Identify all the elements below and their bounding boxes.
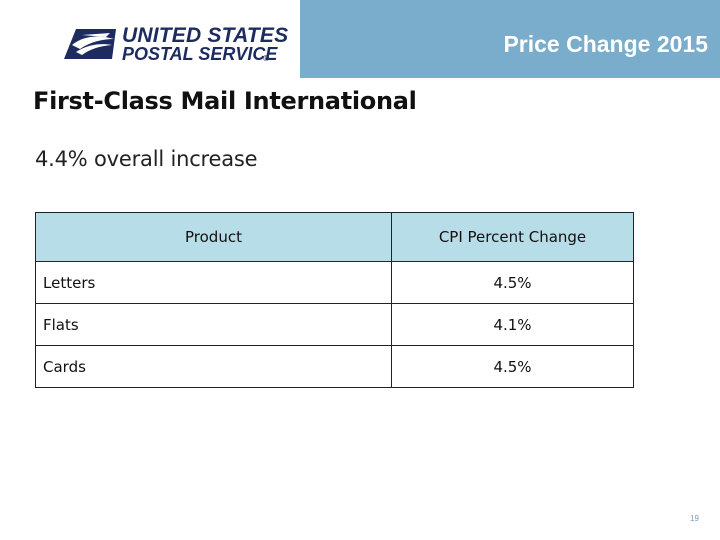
header-title: Price Change 2015	[503, 31, 708, 57]
slide-subtitle: 4.4% overall increase	[35, 147, 258, 171]
page-number: 19	[690, 514, 699, 523]
table-row: Cards 4.5%	[35, 345, 634, 388]
header-bar: UNITED STATES POSTAL SERVICE ® Price Cha…	[0, 0, 720, 78]
slide-title: First-Class Mail International	[33, 87, 417, 115]
product-cell: Cards	[35, 345, 392, 388]
table-row: Flats 4.1%	[35, 303, 634, 346]
change-cell: 4.5%	[391, 261, 634, 304]
product-cell: Letters	[35, 261, 392, 304]
change-cell: 4.5%	[391, 345, 634, 388]
logo-line2: POSTAL SERVICE	[122, 44, 278, 64]
eagle-icon	[64, 29, 116, 59]
price-change-table: Product CPI Percent Change Letters 4.5% …	[35, 212, 634, 388]
column-header-product: Product	[35, 212, 392, 262]
logo-registered-mark: ®	[262, 54, 270, 63]
change-cell: 4.1%	[391, 303, 634, 346]
usps-logo: UNITED STATES POSTAL SERVICE ®	[0, 0, 300, 78]
product-cell: Flats	[35, 303, 392, 346]
table-header-row: Product CPI Percent Change	[35, 212, 634, 262]
column-header-cpi-change: CPI Percent Change	[391, 212, 634, 262]
table-row: Letters 4.5%	[35, 261, 634, 304]
logo-line1: UNITED STATES	[122, 24, 289, 47]
